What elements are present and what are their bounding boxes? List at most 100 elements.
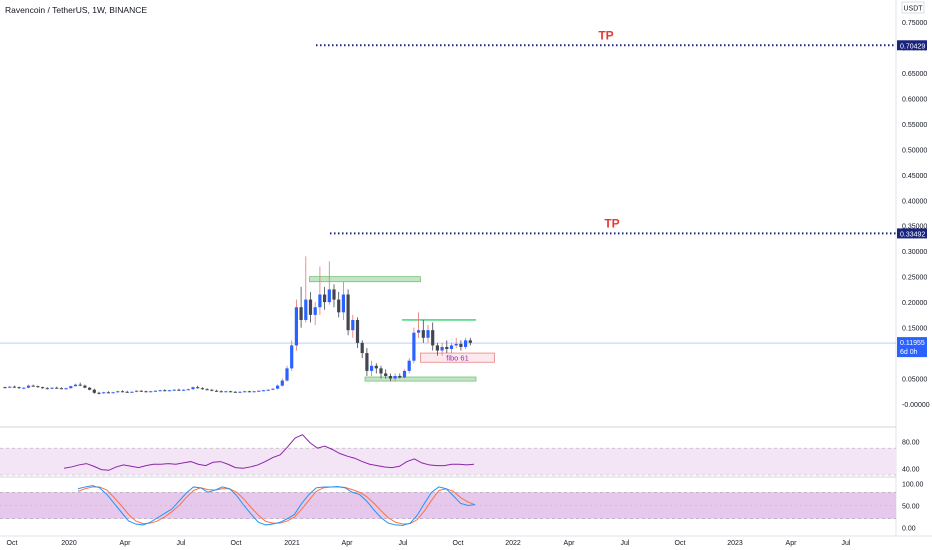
candle [370, 360, 374, 376]
candle [196, 385, 200, 389]
candle [135, 390, 139, 393]
rsi-pane[interactable]: 80.00 40.00 [0, 434, 920, 476]
candle-body [55, 387, 59, 389]
candle-body [64, 388, 68, 390]
candle-body [449, 345, 454, 349]
candle-body [412, 332, 416, 361]
candle-body [426, 330, 430, 338]
candle-body [111, 392, 115, 394]
candle-body [276, 385, 280, 389]
candle-body [8, 386, 12, 388]
candle-body [379, 368, 383, 374]
candle-body [417, 330, 421, 333]
candle-body [191, 387, 195, 390]
candle [351, 314, 355, 338]
candle-body [83, 385, 87, 388]
candle [304, 256, 308, 323]
candle [365, 347, 369, 376]
rsi-tick-label: 40.00 [902, 466, 920, 473]
x-tick-label: Jul [621, 540, 630, 547]
x-tick-label: Oct [231, 540, 242, 547]
y-tick-label: 0.30000 [902, 249, 927, 256]
candle [299, 286, 303, 328]
candle-body [102, 392, 106, 394]
candle-body [337, 299, 341, 313]
x-tick-label: Oct [675, 540, 686, 547]
candle-body [355, 319, 360, 343]
candle-body [243, 391, 247, 393]
candle-body [252, 391, 256, 393]
candle [374, 363, 378, 374]
candle-body [88, 387, 92, 390]
y-tick-label: 0.45000 [902, 173, 927, 180]
candle-body [327, 289, 331, 303]
y-tick-label: 0.20000 [902, 300, 927, 307]
candle-body [266, 389, 270, 391]
candle-body [149, 391, 153, 393]
candle-body [440, 346, 444, 351]
x-tick-label: Apr [786, 540, 798, 547]
candle-body [12, 386, 16, 388]
candle-body [370, 365, 374, 371]
candle [8, 386, 12, 389]
candle [276, 384, 280, 390]
time-axis[interactable]: Oct 2020 Apr Jul Oct 2021 Apr Jul Oct 2022 Apr Jul O… [7, 540, 851, 547]
candle [102, 391, 106, 394]
candle [379, 365, 383, 379]
candle [125, 390, 129, 393]
x-tick-label: 2020 [61, 540, 77, 547]
y-tick-label: -0.00000 [902, 402, 930, 409]
candle-body [200, 388, 204, 390]
candle [280, 378, 284, 387]
y-tick-label: 0.40000 [902, 198, 927, 205]
tp-label: TP [604, 216, 619, 230]
candle-body [454, 343, 458, 346]
candle [36, 385, 40, 388]
candle [290, 340, 294, 371]
candle [449, 342, 454, 354]
candle-body [116, 391, 120, 393]
candle [445, 340, 449, 354]
candle [402, 369, 407, 379]
candle [388, 373, 392, 382]
candle-body [210, 389, 214, 391]
x-tick-label: 2021 [284, 540, 300, 547]
candle [318, 266, 322, 315]
candle-body [45, 388, 49, 390]
candle-body [431, 330, 435, 346]
countdown-label: 6d 0h [900, 349, 918, 356]
candle [261, 389, 266, 392]
candle-body [92, 389, 96, 393]
candle [360, 340, 364, 359]
candle-body [69, 386, 73, 389]
currency-badge[interactable]: USDT [901, 1, 925, 14]
candle-body [17, 387, 21, 389]
x-tick-label: Jul [177, 540, 186, 547]
candle [468, 337, 472, 346]
candle [31, 384, 35, 387]
candle [454, 337, 458, 348]
candle [384, 369, 388, 379]
candle-body [384, 373, 388, 376]
candle-body [153, 390, 157, 392]
candle-body [468, 340, 472, 343]
candle [55, 386, 59, 389]
candle-body [214, 390, 219, 392]
candle [257, 390, 261, 392]
candle-body [196, 387, 200, 389]
currency-label: USDT [903, 6, 923, 13]
price-pane[interactable]: 0.750000.700000.650000.600000.550000.500… [0, 20, 930, 409]
candle-body [374, 365, 378, 369]
candle [238, 391, 242, 393]
candle-body [3, 387, 7, 389]
candle-body [459, 343, 463, 347]
candle-body [304, 299, 308, 320]
candle [88, 387, 92, 391]
candle [182, 389, 186, 391]
candle [45, 387, 49, 390]
candle-body [158, 390, 162, 392]
candle [200, 387, 204, 390]
x-tick-label: Apr [120, 540, 132, 547]
stoch-pane[interactable]: 100.00 50.00 0.00 [0, 481, 924, 533]
